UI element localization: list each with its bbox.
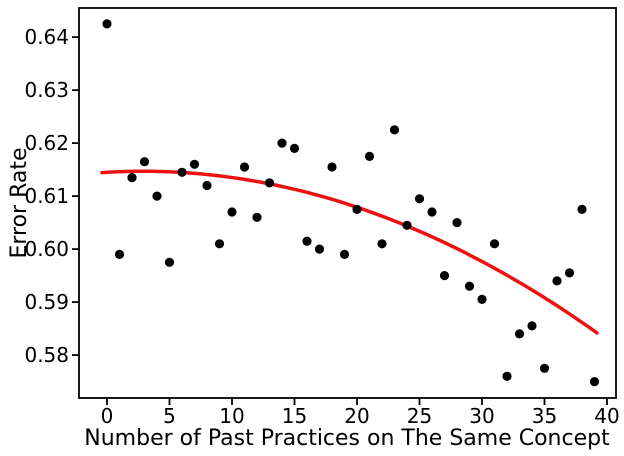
x-tick-label: 15 bbox=[282, 404, 307, 428]
data-point bbox=[339, 249, 350, 259]
y-axis-title: Error Rate bbox=[7, 147, 32, 258]
data-point bbox=[577, 204, 587, 214]
data-point bbox=[127, 173, 137, 183]
data-point bbox=[164, 257, 175, 267]
data-point bbox=[564, 268, 575, 278]
data-point bbox=[414, 194, 425, 204]
data-point bbox=[464, 281, 475, 291]
data-point bbox=[452, 218, 462, 228]
data-point bbox=[502, 371, 512, 381]
data-point bbox=[377, 239, 387, 249]
data-point bbox=[477, 294, 487, 304]
data-point bbox=[177, 167, 187, 177]
data-point bbox=[514, 329, 525, 339]
x-tick-label: 10 bbox=[219, 404, 244, 428]
data-point bbox=[302, 236, 312, 246]
data-point bbox=[264, 178, 275, 188]
data-point bbox=[252, 212, 262, 222]
data-point bbox=[114, 249, 125, 259]
data-point bbox=[439, 271, 450, 281]
data-point bbox=[239, 162, 250, 172]
data-point bbox=[402, 220, 412, 230]
data-point bbox=[102, 19, 112, 29]
x-tick-label: 0 bbox=[101, 404, 114, 428]
data-point bbox=[364, 151, 375, 161]
data-point bbox=[327, 162, 337, 172]
x-tick-label: 40 bbox=[594, 404, 619, 428]
x-tick-label: 5 bbox=[163, 404, 176, 428]
x-tick-label: 35 bbox=[532, 404, 557, 428]
x-tick-label: 20 bbox=[344, 404, 369, 428]
data-point bbox=[527, 321, 537, 331]
data-point bbox=[539, 363, 550, 373]
y-tick-label: 0.58 bbox=[24, 343, 69, 367]
trend-line bbox=[100, 169, 599, 335]
y-tick-label: 0.64 bbox=[24, 25, 69, 49]
plot-border bbox=[78, 7, 617, 399]
data-point bbox=[289, 143, 300, 153]
data-point bbox=[589, 377, 600, 387]
x-tick-label: 25 bbox=[407, 404, 432, 428]
data-point bbox=[489, 239, 500, 249]
data-point bbox=[314, 244, 325, 254]
y-tick-label: 0.62 bbox=[24, 131, 69, 155]
x-tick-label: 30 bbox=[469, 404, 494, 428]
data-point bbox=[214, 239, 225, 249]
y-tick-label: 0.63 bbox=[24, 78, 69, 102]
y-tick-label: 0.61 bbox=[24, 184, 69, 208]
plot-area: 0 5 10 15 20 25 30 35 40 0.58 0.59 0.60 0.61 0.62 0.63… bbox=[24, 7, 620, 428]
data-point bbox=[202, 180, 212, 191]
data-point bbox=[389, 125, 400, 135]
x-axis-title: Number of Past Practices on The Same Con… bbox=[84, 426, 610, 451]
y-tick-label: 0.59 bbox=[24, 290, 69, 314]
data-point bbox=[189, 159, 200, 169]
y-tick-label: 0.60 bbox=[24, 237, 69, 261]
data-point bbox=[277, 138, 287, 148]
data-point bbox=[427, 207, 437, 217]
data-point bbox=[352, 204, 362, 214]
data-point bbox=[227, 207, 237, 217]
data-point bbox=[152, 191, 162, 201]
data-point bbox=[552, 276, 562, 286]
data-point bbox=[139, 157, 150, 167]
